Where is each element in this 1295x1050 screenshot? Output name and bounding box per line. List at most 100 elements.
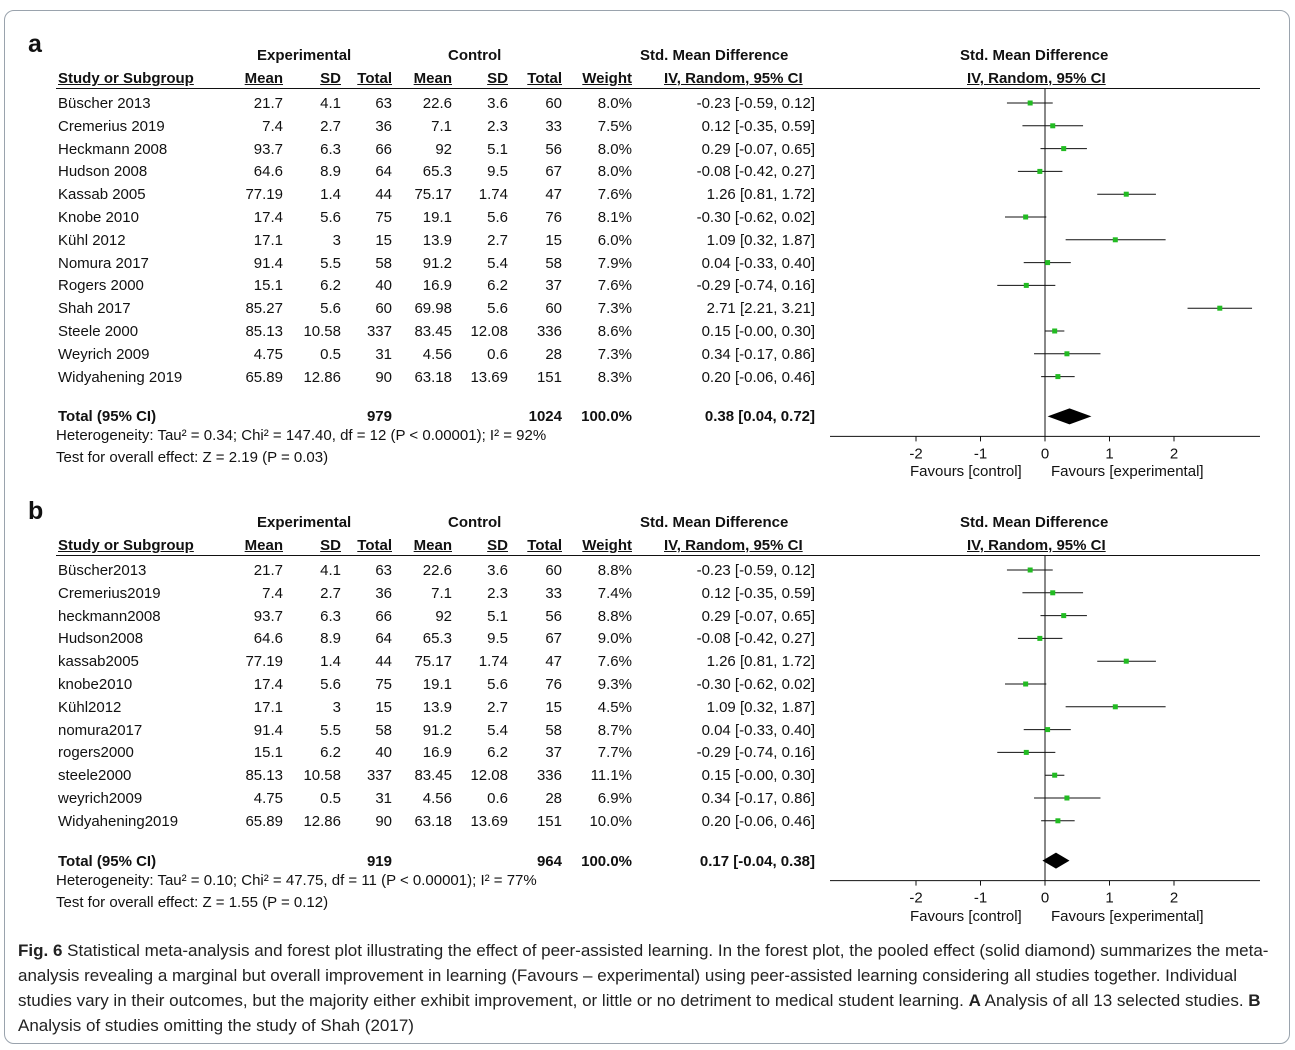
- study-row-weight: 7.6%: [597, 186, 632, 204]
- point-estimate: [1055, 818, 1061, 824]
- study-row-name: Cremerius2019: [58, 584, 161, 602]
- study-row-ci: 0.29 [-0.07, 0.65]: [701, 140, 815, 158]
- study-row-ctrl-total: 56: [545, 140, 562, 158]
- x-tick-label: 2: [1170, 445, 1178, 462]
- study-row-ctrl-mean: 92: [435, 140, 452, 158]
- x-tick-label: -2: [909, 890, 922, 907]
- study-row-weight: 8.8%: [597, 607, 632, 625]
- study-row-exp-mean: 91.4: [253, 721, 283, 739]
- study-row-ctrl-sd: 6.2: [487, 277, 508, 295]
- study-row-ctrl-sd: 9.5: [487, 163, 508, 181]
- study-row-ctrl-sd: 5.6: [487, 676, 508, 693]
- study-row-exp-total: 31: [375, 790, 392, 807]
- study-row-name: Cremerius 2019: [58, 117, 165, 135]
- point-estimate: [1112, 237, 1118, 243]
- figure-frame: [4, 10, 1290, 1044]
- study-row-name: Büscher 2013: [58, 95, 151, 112]
- study-row-exp-mean: 21.7: [253, 95, 283, 112]
- study-row-ctrl-mean: 4.56: [422, 345, 452, 363]
- study-row-ctrl-total: 15: [545, 231, 562, 249]
- study-row-weight: 7.5%: [597, 117, 632, 135]
- point-estimate: [1061, 613, 1067, 619]
- study-row-exp-total: 90: [375, 368, 392, 386]
- study-row-exp-total: 40: [375, 277, 392, 295]
- study-row-exp-mean: 4.75: [253, 345, 283, 363]
- study-row-exp-mean: 17.4: [253, 676, 283, 693]
- point-estimate: [1023, 214, 1029, 220]
- point-estimate: [1045, 260, 1051, 266]
- study-row-ctrl-total: 33: [545, 584, 562, 602]
- study-row-exp-total: 44: [375, 186, 392, 204]
- study-row-exp-sd: 5.6: [320, 676, 341, 693]
- point-estimate: [1023, 681, 1029, 687]
- study-row-ci: -0.29 [-0.74, 0.16]: [696, 277, 815, 295]
- total-row-exp-total: 919: [366, 852, 392, 870]
- study-row-exp-total: 337: [366, 767, 392, 785]
- study-row-exp-total: 58: [375, 254, 392, 272]
- study-row-ctrl-sd: 5.4: [487, 721, 508, 739]
- study-row-exp-mean: 65.89: [245, 812, 283, 830]
- study-row-exp-total: 15: [375, 698, 392, 716]
- point-estimate: [1061, 146, 1067, 152]
- study-row-ci: 0.34 [-0.17, 0.86]: [701, 790, 815, 807]
- x-tick-label: -1: [974, 890, 987, 907]
- study-row-weight: 7.4%: [597, 584, 632, 602]
- study-row-exp-sd: 8.9: [320, 163, 341, 181]
- study-row-exp-sd: 4.1: [320, 95, 341, 112]
- study-row-name: heckmann2008: [58, 607, 161, 625]
- study-row-exp-mean: 93.7: [253, 140, 283, 158]
- study-row-exp-mean: 85.13: [245, 323, 283, 340]
- study-row-ctrl-sd: 3.6: [487, 562, 508, 579]
- study-row-name: Kühl 2012: [58, 231, 126, 249]
- study-row-exp-sd: 5.6: [320, 300, 341, 318]
- study-row-ctrl-mean: 63.18: [414, 368, 452, 386]
- study-row-exp-sd: 5.5: [320, 254, 341, 272]
- pooled-diamond: [1047, 408, 1092, 425]
- study-row-exp-total: 44: [375, 653, 392, 671]
- study-row-exp-mean: 4.75: [253, 790, 283, 807]
- study-row-exp-sd: 3: [332, 698, 341, 716]
- point-estimate: [1055, 374, 1061, 380]
- study-row-ctrl-mean: 16.9: [422, 277, 452, 295]
- study-row-ctrl-mean: 65.3: [422, 630, 452, 648]
- study-row-ctrl-total: 76: [545, 209, 562, 226]
- study-row-ctrl-total: 15: [545, 698, 562, 716]
- study-row-weight: 6.9%: [597, 790, 632, 807]
- study-row-ci: 0.04 [-0.33, 0.40]: [701, 721, 815, 739]
- study-row-exp-total: 75: [375, 209, 392, 226]
- study-row-ctrl-total: 336: [536, 323, 562, 340]
- study-row-ci: 0.20 [-0.06, 0.46]: [701, 368, 815, 386]
- study-row-ctrl-total: 33: [545, 117, 562, 135]
- exp-sd-header: SD: [320, 70, 341, 87]
- study-row-ctrl-total: 67: [545, 163, 562, 181]
- method-header: IV, Random, 95% CI: [664, 537, 803, 554]
- total-row-exp-total: 979: [366, 408, 392, 426]
- point-estimate: [1217, 305, 1223, 311]
- study-row-name: steele2000: [58, 767, 132, 785]
- study-row-ctrl-mean: 69.98: [414, 300, 452, 318]
- study-row-ctrl-mean: 13.9: [422, 231, 452, 249]
- point-estimate: [1123, 658, 1129, 664]
- study-row-name: Knobe 2010: [58, 209, 139, 226]
- study-row-ctrl-mean: 83.45: [414, 323, 452, 340]
- favours-experimental-label: Favours [experimental]: [1051, 463, 1204, 481]
- smd-header: Std. Mean Difference: [640, 47, 789, 64]
- header-rule: [56, 88, 1260, 89]
- study-row-weight: 8.7%: [597, 721, 632, 739]
- point-estimate: [1027, 567, 1033, 573]
- ctrl-mean-header: Mean: [413, 70, 452, 87]
- study-row-ci: -0.23 [-0.59, 0.12]: [696, 562, 815, 579]
- study-row-ci: 1.09 [0.32, 1.87]: [706, 231, 815, 249]
- study-row-exp-sd: 5.6: [320, 209, 341, 226]
- study-row-exp-sd: 12.86: [303, 812, 341, 830]
- total-row-weight: 100.0%: [581, 408, 632, 426]
- study-row-ctrl-mean: 75.17: [414, 186, 452, 204]
- study-row-ctrl-mean: 65.3: [422, 163, 452, 181]
- study-row-name: Hudson 2008: [58, 163, 148, 181]
- point-estimate: [1023, 749, 1029, 755]
- forest-plot: -2 -1 0 1 2: [830, 87, 1260, 462]
- study-row-name: Nomura 2017: [58, 254, 149, 272]
- total-row-name: Total (95% CI): [58, 408, 157, 426]
- study-row-ctrl-total: 28: [545, 790, 562, 807]
- study-row-ctrl-sd: 5.4: [487, 254, 508, 272]
